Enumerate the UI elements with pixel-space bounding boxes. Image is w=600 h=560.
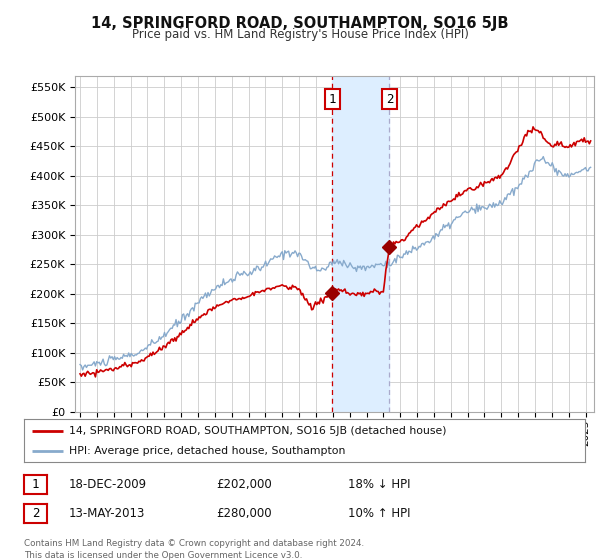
Text: Price paid vs. HM Land Registry's House Price Index (HPI): Price paid vs. HM Land Registry's House … — [131, 28, 469, 41]
Text: 10% ↑ HPI: 10% ↑ HPI — [348, 507, 410, 520]
Text: 18% ↓ HPI: 18% ↓ HPI — [348, 478, 410, 491]
Text: 1: 1 — [328, 92, 336, 106]
Text: 2: 2 — [32, 507, 39, 520]
Text: HPI: Average price, detached house, Southampton: HPI: Average price, detached house, Sout… — [69, 446, 345, 456]
Bar — [332, 76, 389, 412]
Text: £202,000: £202,000 — [216, 478, 272, 491]
Text: £280,000: £280,000 — [216, 507, 272, 520]
Text: 2: 2 — [386, 92, 393, 106]
Text: Contains HM Land Registry data © Crown copyright and database right 2024.
This d: Contains HM Land Registry data © Crown c… — [24, 539, 364, 559]
Text: 18-DEC-2009: 18-DEC-2009 — [69, 478, 147, 491]
Text: 14, SPRINGFORD ROAD, SOUTHAMPTON, SO16 5JB (detached house): 14, SPRINGFORD ROAD, SOUTHAMPTON, SO16 5… — [69, 426, 446, 436]
Text: 13-MAY-2013: 13-MAY-2013 — [69, 507, 145, 520]
Text: 14, SPRINGFORD ROAD, SOUTHAMPTON, SO16 5JB: 14, SPRINGFORD ROAD, SOUTHAMPTON, SO16 5… — [91, 16, 509, 31]
Text: 1: 1 — [32, 478, 39, 491]
